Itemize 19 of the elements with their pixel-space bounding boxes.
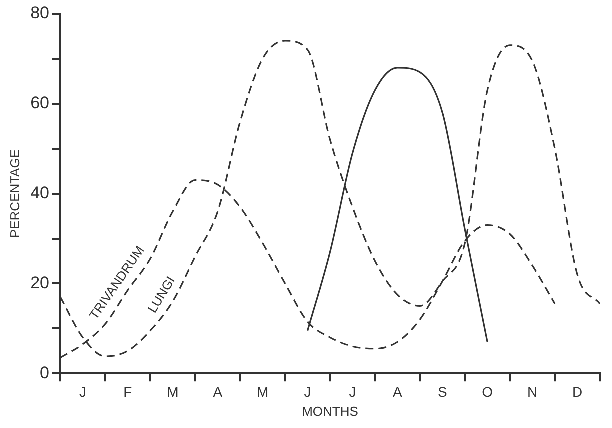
x-tick-label: A <box>393 384 404 400</box>
y-tick-label: 0 <box>40 363 50 382</box>
x-tick-label: N <box>528 384 538 400</box>
x-tick-label: M <box>167 384 179 400</box>
x-tick-label: J <box>79 384 86 400</box>
x-tick-label: O <box>482 384 494 400</box>
y-tick-label: 60 <box>30 94 50 113</box>
x-tick-label: M <box>256 384 269 400</box>
x-tick-label: A <box>213 384 224 400</box>
x-tick-label: D <box>572 384 583 400</box>
x-tick-label: J <box>304 384 312 400</box>
y-axis-title: PERCENTAGE <box>7 149 22 238</box>
x-tick-label: J <box>349 384 356 400</box>
x-tick-label: F <box>124 384 132 400</box>
x-axis-title: MONTHS <box>302 404 359 419</box>
y-tick-label: 20 <box>30 273 50 292</box>
x-tick-label: S <box>438 384 448 400</box>
y-tick-label: 40 <box>30 183 50 202</box>
y-tick-label: 80 <box>30 4 50 23</box>
